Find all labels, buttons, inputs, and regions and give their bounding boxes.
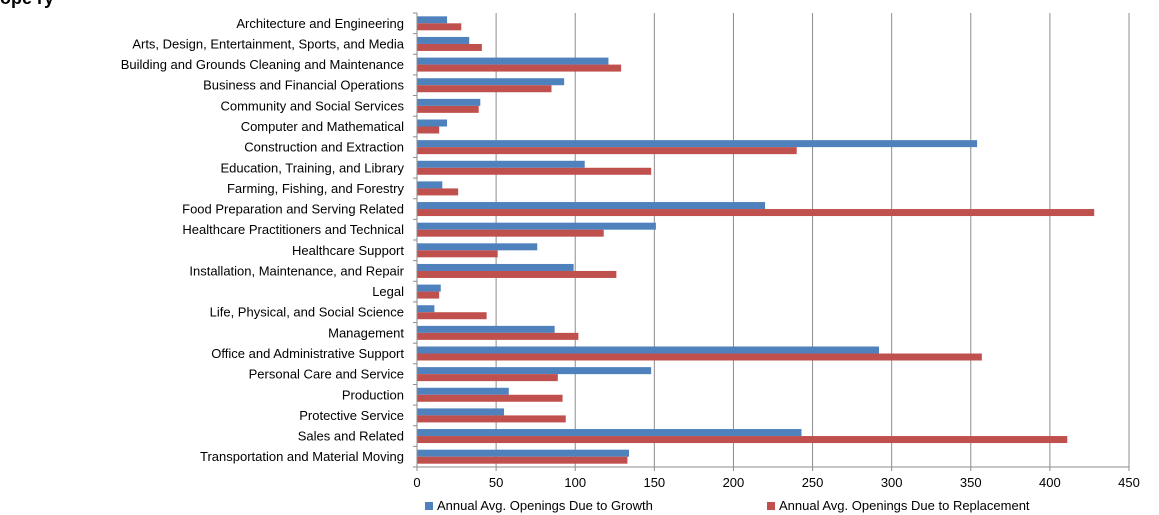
x-tick-label: 300 xyxy=(881,475,903,490)
category-label: Personal Care and Service xyxy=(249,367,404,382)
bar-growth xyxy=(417,119,448,127)
gridlines xyxy=(495,13,1130,467)
category-label: Computer and Mathematical xyxy=(241,119,404,134)
bar-growth xyxy=(417,78,565,86)
bar-replacement xyxy=(417,415,566,423)
bars xyxy=(417,16,1095,464)
bar-chart: Architecture and Engineering Arts, Design… xyxy=(121,12,1140,490)
x-tick-label: 450 xyxy=(1118,475,1140,490)
bar-replacement xyxy=(417,250,498,258)
x-tick-label: 250 xyxy=(802,475,824,490)
bar-growth xyxy=(417,367,652,375)
bar-growth xyxy=(417,429,802,437)
chart-title: ope ry xyxy=(0,0,54,9)
x-tick-label: 100 xyxy=(564,475,586,490)
bar-replacement xyxy=(417,126,440,134)
category-label: Transportation and Material Moving xyxy=(200,449,404,464)
category-labels: Architecture and Engineering Arts, Design… xyxy=(121,16,405,464)
x-tick-labels: 0 50 100 150 200 250 300 350 400 450 xyxy=(413,475,1139,490)
bar-growth xyxy=(417,36,470,44)
category-label: Life, Physical, and Social Science xyxy=(210,305,404,320)
category-label: Education, Training, and Library xyxy=(220,160,404,175)
legend: Annual Avg. Openings Due to Growth Annua… xyxy=(0,498,1159,515)
bar-growth xyxy=(417,284,441,292)
category-label: Farming, Fishing, and Forestry xyxy=(227,181,405,196)
bar-replacement xyxy=(417,312,487,320)
x-tick-label: 0 xyxy=(413,475,420,490)
category-label: Protective Service xyxy=(299,408,404,423)
category-label: Arts, Design, Entertainment, Sports, and… xyxy=(132,36,404,51)
x-tick-label: 150 xyxy=(643,475,665,490)
x-tick-label: 400 xyxy=(1039,475,1061,490)
legend-item-replacement: Annual Avg. Openings Due to Replacement xyxy=(767,498,1030,513)
legend-item-growth: Annual Avg. Openings Due to Growth xyxy=(425,498,653,513)
bar-growth xyxy=(417,387,509,395)
category-label: Office and Administrative Support xyxy=(211,346,404,361)
bar-replacement xyxy=(417,332,579,340)
category-label: Production xyxy=(342,387,404,402)
bar-growth xyxy=(417,222,656,230)
category-label: Business and Financial Operations xyxy=(203,78,404,93)
bar-growth xyxy=(417,140,978,148)
bar-replacement xyxy=(417,188,459,196)
bar-replacement xyxy=(417,23,462,31)
axes xyxy=(413,12,1130,471)
x-tick-label: 200 xyxy=(723,475,745,490)
bar-replacement xyxy=(417,43,482,51)
bar-replacement xyxy=(417,394,563,402)
bar-replacement xyxy=(417,64,622,72)
category-label: Construction and Extraction xyxy=(244,140,404,155)
legend-swatch-replacement xyxy=(767,501,775,510)
category-label: Sales and Related xyxy=(298,429,404,444)
bar-growth xyxy=(417,408,505,416)
x-tick-label: 350 xyxy=(960,475,982,490)
bar-replacement xyxy=(417,353,982,361)
bar-replacement xyxy=(417,270,617,278)
bar-growth xyxy=(417,16,448,24)
category-label: Food Preparation and Serving Related xyxy=(182,202,404,217)
bar-replacement xyxy=(417,209,1095,217)
bar-replacement xyxy=(417,167,652,175)
bar-growth xyxy=(417,449,630,457)
category-label: Building and Grounds Cleaning and Mainte… xyxy=(121,57,404,72)
legend-swatch-growth xyxy=(425,501,433,510)
category-label: Management xyxy=(328,325,404,340)
category-label: Architecture and Engineering xyxy=(236,16,404,31)
bar-growth xyxy=(417,263,574,271)
bar-growth xyxy=(417,325,555,333)
x-tick-label: 50 xyxy=(489,475,503,490)
bar-replacement xyxy=(417,229,604,237)
legend-label-replacement: Annual Avg. Openings Due to Replacement xyxy=(779,498,1030,513)
bar-replacement xyxy=(417,436,1068,444)
bar-replacement xyxy=(417,291,440,299)
bar-growth xyxy=(417,160,585,168)
bar-growth xyxy=(417,243,538,251)
category-label: Community and Social Services xyxy=(220,98,404,113)
category-label: Healthcare Practitioners and Technical xyxy=(182,222,404,237)
bar-replacement xyxy=(417,105,479,113)
bar-replacement xyxy=(417,374,558,382)
bar-growth xyxy=(417,202,766,210)
category-label: Healthcare Support xyxy=(292,243,404,258)
bar-growth xyxy=(417,346,880,354)
bar-growth xyxy=(417,305,435,313)
bar-replacement xyxy=(417,85,552,93)
bar-growth xyxy=(417,181,443,189)
category-label: Legal xyxy=(372,284,404,299)
bar-replacement xyxy=(417,456,628,464)
legend-label-growth: Annual Avg. Openings Due to Growth xyxy=(437,498,653,513)
bar-growth xyxy=(417,98,481,106)
bar-growth xyxy=(417,57,609,65)
category-label: Installation, Maintenance, and Repair xyxy=(189,263,404,278)
bar-replacement xyxy=(417,147,797,155)
